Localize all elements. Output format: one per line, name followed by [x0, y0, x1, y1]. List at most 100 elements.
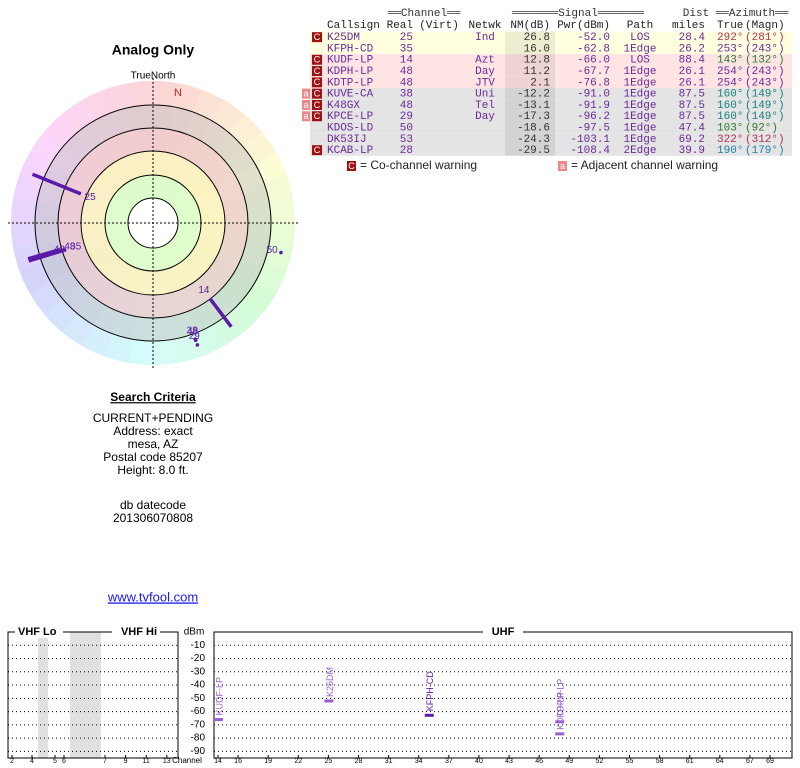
y-tick-label: -20 — [191, 653, 206, 664]
signal-label: KFPH-CD — [425, 671, 435, 711]
table-cell: -29.5 — [517, 145, 550, 157]
table-cell: Day — [475, 111, 495, 123]
x-tick-label: 34 — [415, 758, 423, 765]
radar-channel-label: 48 — [54, 245, 66, 256]
warning-icon-text: C — [314, 77, 321, 87]
signal-dot — [279, 250, 283, 255]
table-cell: 53 — [400, 134, 413, 146]
x-tick-label: 11 — [143, 758, 150, 765]
table-cell: 48 — [400, 77, 413, 89]
signal-dot — [195, 343, 200, 347]
datecode-label: db datecode — [120, 498, 186, 512]
x-tick-label: 61 — [686, 758, 694, 765]
table-cell: 254° — [717, 77, 743, 89]
nm-shade — [505, 99, 555, 111]
radar-channel-label: 38 — [187, 325, 199, 336]
warning-icon-text: C — [314, 111, 321, 121]
table-cell: 1Edge — [623, 43, 656, 55]
table-cell: 254° — [717, 66, 743, 78]
datecode: 201306070808 — [113, 511, 193, 525]
table-cell: LOS — [630, 32, 650, 44]
y-tick-label: -40 — [191, 680, 206, 691]
table-cell: Tel — [475, 100, 495, 112]
warning-icon — [302, 99, 310, 110]
table-cell: (149°) — [745, 100, 785, 112]
warning-icon-text: C — [314, 32, 321, 42]
signal-label: KDTP-LP — [556, 692, 566, 730]
table-cell: (243°) — [745, 66, 785, 78]
column-header: True — [717, 20, 743, 32]
warning-icon — [347, 161, 356, 171]
site-link[interactable]: www.tvfool.com — [107, 589, 198, 604]
x-tick-label: 28 — [355, 758, 363, 765]
table-cell: 160° — [717, 111, 743, 123]
signal-ray — [27, 247, 61, 261]
signal-dot — [48, 250, 53, 255]
table-cell: -108.4 — [570, 145, 610, 157]
row-background — [310, 133, 792, 145]
table-cell: KFPH-CD — [327, 43, 374, 55]
table-cell: 69.2 — [679, 134, 705, 146]
table-cell: 29 — [400, 111, 413, 123]
warning-icon-text: a — [560, 161, 565, 171]
warning-icon — [312, 32, 322, 43]
table-cell: 1Edge — [623, 134, 656, 146]
nm-shade — [505, 42, 555, 55]
signal-bar — [424, 713, 434, 717]
table-cell: 160° — [717, 100, 743, 112]
table-cell: 1Edge — [623, 77, 656, 89]
signal-ray — [31, 172, 82, 196]
table-cell: 87.5 — [679, 89, 705, 101]
table-cell: K25DM — [327, 32, 360, 44]
table-cell: 87.5 — [679, 100, 705, 112]
warning-icon-text: C — [314, 89, 321, 99]
warning-icon — [312, 99, 322, 110]
table-cell: 26.1 — [679, 77, 706, 89]
nm-shade — [505, 144, 555, 156]
legend-text: = Co-channel warning — [360, 158, 477, 172]
table-cell: KDOS-LD — [327, 122, 374, 134]
column-header: (Virt) — [419, 20, 459, 32]
table-cell: -62.8 — [577, 43, 610, 55]
warning-icon — [312, 54, 322, 65]
table-cell: (243°) — [745, 77, 785, 89]
warning-icon-text: C — [314, 66, 321, 76]
table-cell: LOS — [630, 55, 650, 67]
table-cell: DK53IJ — [327, 134, 367, 146]
table-cell: 103° — [717, 122, 743, 134]
column-header: (Magn) — [745, 20, 785, 32]
table-cell: 28 — [400, 145, 413, 157]
warning-icon — [312, 145, 322, 156]
table-cell: 48 — [400, 66, 413, 78]
table-cell: 1Edge — [623, 111, 656, 123]
north-marker: N — [174, 87, 182, 99]
row-background — [310, 31, 792, 43]
table-cell: 26.2 — [679, 43, 705, 55]
table-cell: -24.3 — [517, 134, 550, 146]
spectrum-chart: VHF Lo VHF Hi UHF dBm -10 -20 -30 -40 -50 -60 -70 -… — [7, 626, 793, 765]
table-cell: 292° — [717, 32, 743, 44]
band-title: VHF Lo — [18, 626, 57, 638]
table-cell: -67.7 — [577, 66, 610, 78]
nm-shade — [505, 133, 555, 145]
column-header: miles — [672, 20, 705, 32]
legend-text: = Adjacent channel warning — [571, 158, 718, 172]
warning-icon-text: a — [303, 89, 308, 99]
table-cell: (243°) — [745, 43, 785, 55]
search-line: mesa, AZ — [128, 437, 179, 451]
nm-shade — [505, 54, 555, 66]
table-cell: JTV — [475, 77, 495, 89]
row-background — [310, 88, 792, 100]
group-header: ══Channel══ — [387, 8, 461, 20]
search-line: Postal code 85207 — [103, 450, 203, 464]
row-background — [310, 42, 792, 55]
group-header: ══Azimuth══ — [715, 8, 789, 20]
signal-bar — [324, 699, 334, 703]
uhf-panel — [213, 631, 793, 759]
y-tick-label: -60 — [191, 706, 206, 717]
x-tick-label: 9 — [124, 758, 128, 765]
signal-label: KUDF-LP — [214, 677, 224, 716]
signal-label: KDPH-LP — [556, 679, 566, 718]
table-cell: KUVE-CA — [327, 89, 374, 101]
table-cell: (179°) — [745, 145, 785, 157]
